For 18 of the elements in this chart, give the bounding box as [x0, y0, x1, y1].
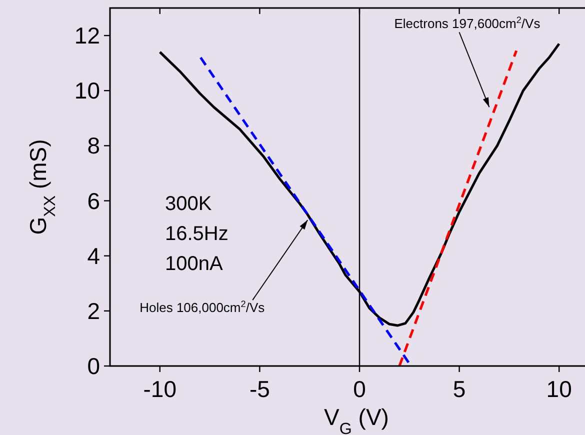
x-tick-label: -10 [143, 376, 177, 402]
x-tick-label: 0 [353, 376, 366, 402]
x-tick-label: 10 [546, 376, 572, 402]
annotation: 100nA [165, 253, 224, 275]
x-tick-label: 5 [452, 376, 466, 402]
y-tick-label: 4 [87, 242, 100, 269]
annotation: Electrons 197,600cm$^{2}$/Vs [394, 15, 541, 32]
y-tick-label: 10 [74, 78, 100, 104]
y-tick-label: 8 [87, 132, 100, 159]
x-tick-label: -5 [249, 376, 270, 402]
y-tick-label: 2 [87, 298, 100, 324]
y-tick-label: 12 [74, 22, 100, 49]
y-tick-label: 6 [87, 188, 100, 214]
annotation: 300K [165, 193, 212, 215]
annotation: 16.5Hz [165, 223, 228, 245]
x-axis-title: V$_{G}$ (V) [324, 404, 389, 435]
y-tick-label: 0 [87, 353, 100, 379]
annotation: Holes 106,000cm$^{2}$/Vs [140, 299, 266, 316]
